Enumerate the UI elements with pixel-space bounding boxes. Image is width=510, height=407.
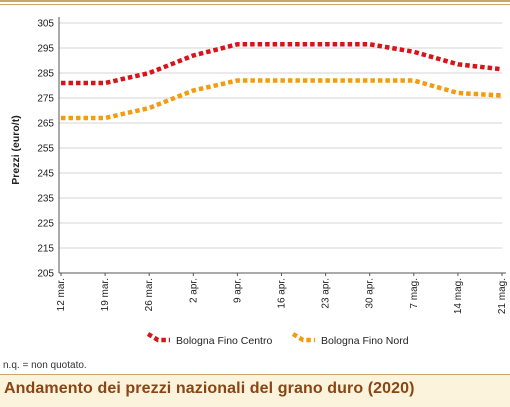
axes — [58, 17, 506, 276]
series-line — [61, 78, 503, 121]
top-border — [0, 0, 510, 2]
x-tick-label: 12 mar. — [56, 278, 67, 311]
y-tick-label: 265 — [37, 119, 54, 130]
series-line — [61, 42, 503, 86]
x-tick-label: 21 mag. — [497, 278, 508, 314]
footer-banner: Andamento dei prezzi nazionali del grano… — [0, 374, 510, 407]
gridlines — [59, 22, 502, 274]
legend-label: Bologna Fino Centro — [176, 335, 272, 347]
x-tick-label: 9 apr. — [232, 278, 243, 303]
footnote: n.q. = non quotato. — [3, 360, 87, 371]
x-tick-label: 26 mar. — [144, 278, 155, 311]
legend-label: Bologna Fino Nord — [321, 335, 409, 347]
top-border-inner — [0, 4, 510, 5]
legend-swatch — [146, 332, 170, 343]
x-tick-label: 19 mar. — [100, 278, 111, 311]
x-tick-label: 14 mag. — [453, 278, 464, 314]
y-tick-label: 305 — [37, 19, 54, 30]
y-tick-label: 285 — [37, 69, 54, 80]
legend-swatch — [291, 332, 315, 343]
legend: Bologna Fino Centro Bologna Fino Nord — [146, 332, 409, 347]
y-tick-labels: 205 215 225 235 245 255 265 275 285 295 305 — [37, 19, 54, 280]
x-tick-label: 30 apr. — [365, 278, 376, 309]
x-tick-label: 2 apr. — [188, 278, 199, 303]
y-tick-label: 225 — [37, 219, 54, 230]
y-tick-label: 205 — [37, 269, 54, 280]
y-tick-label: 245 — [37, 169, 54, 180]
y-tick-label: 275 — [37, 94, 54, 105]
x-tick-label: 16 apr. — [277, 278, 288, 309]
y-tick-label: 215 — [37, 244, 54, 255]
y-axis-title: Prezzi (euro/t) — [10, 115, 22, 184]
y-tick-label: 235 — [37, 194, 54, 205]
series-lines — [61, 42, 503, 121]
chart-caption: Andamento dei prezzi nazionali del grano… — [4, 380, 415, 397]
price-line-chart: 205 215 225 235 245 255 265 275 285 295 305 12 mar… — [10, 17, 508, 347]
x-tick-label: 23 apr. — [321, 278, 332, 309]
y-tick-label: 255 — [37, 144, 54, 155]
x-tick-labels: 12 mar. 19 mar. 26 mar. 2 apr. 9 apr. 16 apr.… — [56, 278, 508, 314]
y-tick-label: 295 — [37, 44, 54, 55]
x-tick-label: 7 mag. — [409, 278, 420, 309]
